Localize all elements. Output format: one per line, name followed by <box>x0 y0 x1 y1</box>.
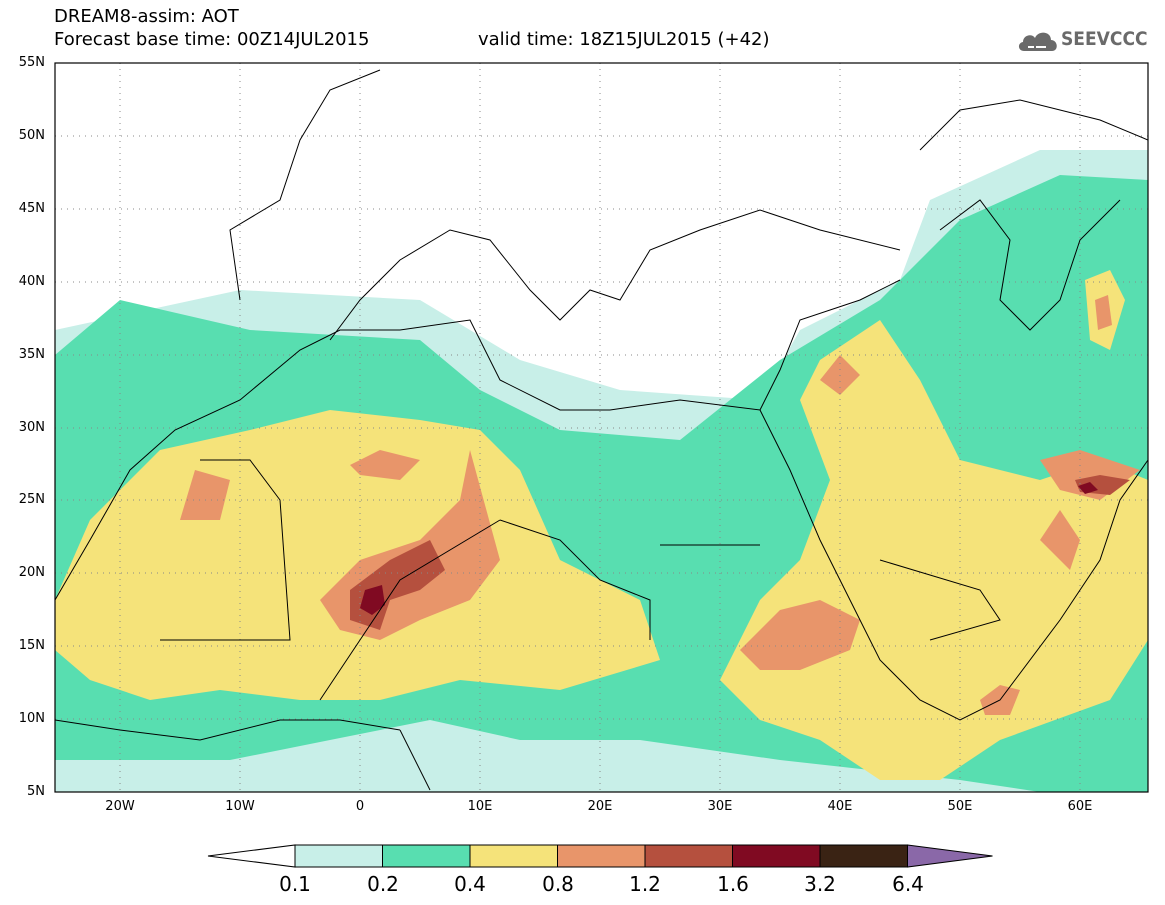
lat-label: 15N <box>18 638 45 653</box>
valid-time: valid time: 18Z15JUL2015 (+42) <box>478 29 770 50</box>
colorbar-label: 0.2 <box>367 872 399 896</box>
colorbar-swatch <box>819 844 908 868</box>
lon-label: 30E <box>707 799 733 814</box>
colorbar-swatch <box>732 844 821 868</box>
lat-label: 40N <box>18 274 45 289</box>
cloud-icon <box>1018 32 1057 51</box>
logo-text: SEEVCCC <box>1061 28 1148 50</box>
colorbar-label: 1.2 <box>629 872 661 896</box>
coastlines <box>55 69 1148 791</box>
map-frame <box>54 62 1149 793</box>
lat-label: 45N <box>18 201 45 216</box>
colorbar-swatch <box>382 844 471 868</box>
aot-field <box>55 63 1148 792</box>
lon-label: 50E <box>947 799 973 814</box>
colorbar-label: 0.1 <box>279 872 311 896</box>
lat-label: 35N <box>18 347 45 362</box>
lon-label: 60E <box>1067 799 1093 814</box>
lon-label: 10E <box>467 799 493 814</box>
map-title: DREAM8-assim: AOT <box>54 6 239 27</box>
lat-label: 25N <box>18 492 45 507</box>
lon-label: 20W <box>105 799 135 814</box>
lat-label: 20N <box>18 565 45 580</box>
colorbar-label: 0.8 <box>542 872 574 896</box>
lat-label: 10N <box>18 711 45 726</box>
colorbar-swatch <box>644 844 733 868</box>
seevccc-logo: SEEVCCC <box>1016 25 1156 55</box>
colorbar-low-arrow <box>207 844 296 868</box>
colorbar-swatch <box>294 844 383 868</box>
lon-label: 40E <box>827 799 853 814</box>
colorbar-label: 3.2 <box>804 872 836 896</box>
colorbar-high-arrow <box>907 844 993 868</box>
lat-label: 50N <box>18 128 45 143</box>
graticule <box>55 63 1148 792</box>
colorbar-label: 0.4 <box>454 872 486 896</box>
lat-label: 5N <box>27 784 45 799</box>
forecast-base-time: Forecast base time: 00Z14JUL2015 <box>54 29 370 50</box>
colorbar-swatch <box>557 844 646 868</box>
colorbar-swatch <box>469 844 558 868</box>
lon-label: 20E <box>587 799 613 814</box>
colorbar-label: 1.6 <box>717 872 749 896</box>
lon-label: 10W <box>225 799 255 814</box>
lon-label: 0 <box>355 799 365 814</box>
lat-label: 30N <box>18 420 45 435</box>
colorbar <box>207 844 993 868</box>
colorbar-label: 6.4 <box>892 872 924 896</box>
lat-label: 55N <box>18 55 45 70</box>
